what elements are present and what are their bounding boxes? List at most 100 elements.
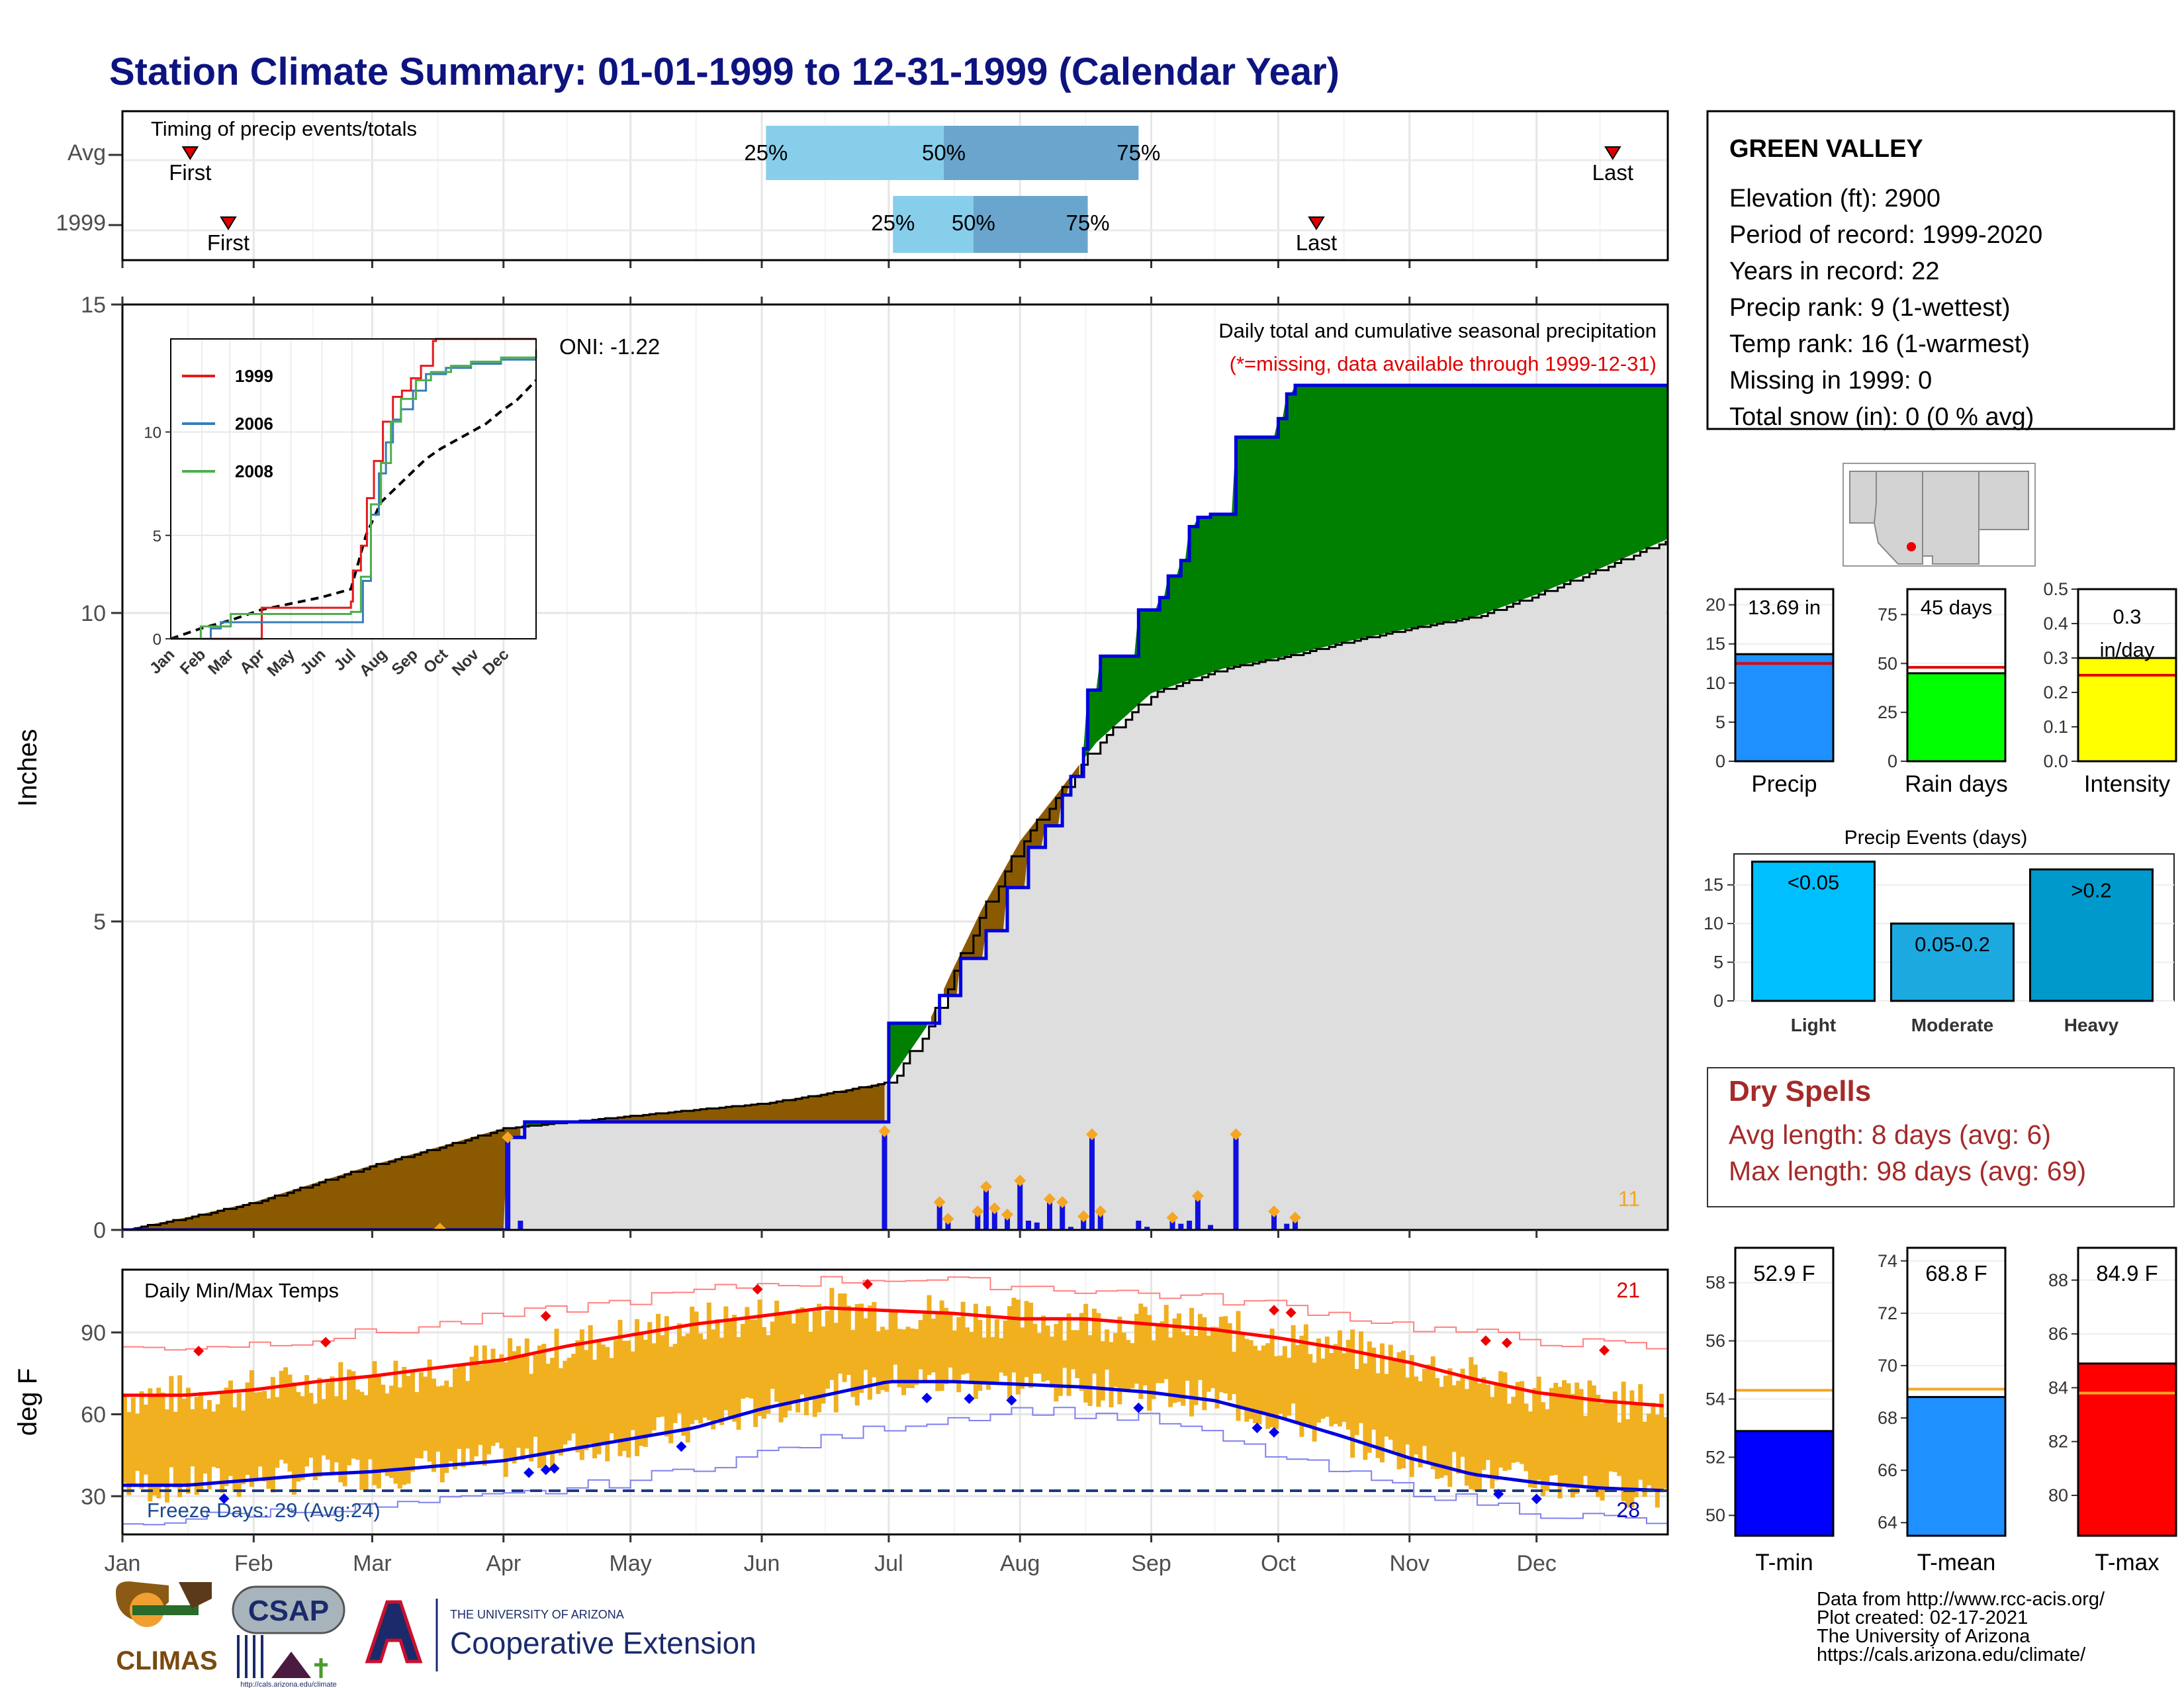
daily-temp-range-bar bbox=[1553, 1382, 1559, 1476]
record-high-count: 21 bbox=[1616, 1278, 1640, 1302]
daily-precip-bar bbox=[991, 1208, 997, 1230]
daily-temp-range-bar bbox=[1647, 1413, 1652, 1485]
above-average-fill bbox=[888, 1023, 927, 1082]
inset-x-tick-label: Dec bbox=[479, 645, 512, 679]
daily-temp-range-bar bbox=[473, 1345, 478, 1456]
inset-x-tick-label: Apr bbox=[236, 645, 268, 677]
daily-temp-range-bar bbox=[1197, 1313, 1203, 1380]
daily-temp-range-bar bbox=[1138, 1303, 1144, 1399]
daily-temp-range-bar bbox=[1202, 1317, 1207, 1411]
daily-temp-range-bar bbox=[541, 1344, 547, 1467]
precip-total-tick-label-2: 0.1 bbox=[2043, 717, 2068, 737]
daily-temp-range-bar bbox=[821, 1326, 826, 1404]
daily-precip-bar bbox=[1089, 1134, 1095, 1230]
daily-temp-range-bar bbox=[1324, 1336, 1330, 1417]
daily-temp-range-bar bbox=[376, 1376, 381, 1489]
daily-temp-range-bar bbox=[1054, 1324, 1059, 1402]
daily-precip-marker bbox=[980, 1180, 993, 1193]
inset-x-tick-label: Jul bbox=[330, 645, 359, 675]
average-max-line bbox=[122, 1306, 1664, 1408]
map-state-new-mexico bbox=[1922, 471, 1979, 565]
daily-temp-range-bar bbox=[368, 1375, 373, 1460]
daily-precip-bar bbox=[1178, 1223, 1184, 1230]
events-bar-label-1: 0.05-0.2 bbox=[1915, 933, 1990, 956]
daily-precip-bar bbox=[1081, 1216, 1087, 1230]
daily-temp-range-bar bbox=[363, 1395, 369, 1491]
daily-temp-range-bar bbox=[829, 1288, 835, 1380]
precip-total-outline-0 bbox=[1734, 588, 1835, 763]
precip-total-tick-label-2: 0.4 bbox=[2043, 614, 2068, 633]
daily-temp-range-bar bbox=[753, 1319, 758, 1427]
daily-temp-range-bar bbox=[220, 1393, 225, 1493]
daily-temp-range-bar bbox=[1418, 1381, 1423, 1468]
daily-temp-range-bar bbox=[1126, 1340, 1131, 1391]
record-low-marker bbox=[218, 1493, 230, 1504]
daily-temp-range-bar bbox=[1439, 1386, 1444, 1478]
temp-chart-title: Daily Min/Max Temps bbox=[144, 1279, 339, 1302]
daily-temp-range-bar bbox=[812, 1311, 817, 1417]
daily-temp-range-bar bbox=[1096, 1313, 1101, 1407]
temp-summary-bar-0 bbox=[1734, 1430, 1835, 1537]
daily-temp-range-bar bbox=[351, 1371, 356, 1459]
daily-temp-range-bar bbox=[1134, 1313, 1139, 1384]
precip-y-tick-label: 10 bbox=[81, 601, 106, 626]
daily-temp-range-bar bbox=[808, 1332, 813, 1399]
dry-spells-panel: Dry Spells Avg length: 8 days (avg: 6) M… bbox=[1707, 1067, 2175, 1207]
daily-temp-range-bar bbox=[194, 1397, 199, 1495]
daily-temp-range-bar bbox=[787, 1313, 792, 1411]
daily-temp-range-bar bbox=[1176, 1313, 1181, 1402]
inset-x-tick-label: May bbox=[264, 645, 299, 680]
precip-total-tick-label-2: 0.5 bbox=[2043, 579, 2068, 599]
daily-temp-range-bar bbox=[1388, 1344, 1393, 1440]
daily-temp-range-bar bbox=[1583, 1416, 1588, 1476]
daily-precip-marker bbox=[433, 1223, 446, 1230]
daily-temp-range-bar bbox=[199, 1392, 204, 1491]
daily-temp-range-bar bbox=[1244, 1338, 1250, 1422]
daily-precip-bar bbox=[1005, 1214, 1011, 1230]
daily-temp-range-bar bbox=[761, 1327, 766, 1419]
daily-temp-range-bar bbox=[973, 1303, 978, 1399]
daily-temp-range-bar bbox=[503, 1362, 508, 1477]
record-high-marker bbox=[1480, 1335, 1491, 1346]
daily-temp-range-bar bbox=[825, 1311, 830, 1389]
record-low-marker bbox=[1006, 1395, 1017, 1406]
daily-temp-range-bar bbox=[711, 1329, 716, 1430]
daily-temp-range-bar bbox=[262, 1391, 267, 1481]
daily-temp-range-bar bbox=[927, 1295, 932, 1376]
daily-temp-range-bar bbox=[1045, 1325, 1050, 1381]
temp-summary-tick-label-0: 54 bbox=[1706, 1389, 1725, 1409]
precip-total-outline-2 bbox=[2077, 588, 2177, 763]
daily-temp-range-bar bbox=[1189, 1307, 1195, 1417]
daily-temp-range-bar bbox=[1608, 1402, 1614, 1472]
daily-temp-range-bar bbox=[381, 1384, 386, 1472]
daily-temp-range-bar bbox=[1248, 1340, 1253, 1419]
record-high-marker bbox=[320, 1336, 332, 1348]
daily-temp-range-bar bbox=[321, 1399, 326, 1456]
daily-temp-range-bar bbox=[1105, 1329, 1110, 1370]
daily-temp-range-bar bbox=[1147, 1315, 1152, 1411]
csap-logo-cactus bbox=[314, 1658, 328, 1678]
daily-temp-range-bar bbox=[660, 1335, 665, 1417]
daily-temp-range-bar bbox=[838, 1293, 843, 1374]
events-y-tick-label: 0 bbox=[1713, 991, 1723, 1011]
daily-precip-bar bbox=[1026, 1221, 1032, 1230]
daily-precip-bar bbox=[1284, 1223, 1290, 1230]
daily-temp-range-bar bbox=[1117, 1317, 1122, 1405]
daily-temp-range-bar bbox=[931, 1319, 936, 1373]
record-high-marker bbox=[752, 1284, 763, 1295]
daily-temp-range-bar bbox=[1041, 1315, 1046, 1382]
daily-temp-range-bar bbox=[939, 1300, 944, 1391]
inset-series-1999 bbox=[171, 338, 536, 640]
daily-temp-range-bar bbox=[685, 1333, 690, 1443]
daily-temp-range-bar bbox=[1600, 1403, 1605, 1501]
daily-temp-range-bar bbox=[287, 1374, 293, 1472]
temp-y-tick-label: 30 bbox=[81, 1484, 106, 1509]
daily-temp-range-bar bbox=[778, 1312, 784, 1423]
daily-temp-range-bar bbox=[1087, 1335, 1093, 1406]
daily-temp-range-bar bbox=[990, 1336, 995, 1383]
daily-temp-range-bar bbox=[1070, 1330, 1075, 1370]
daily-temp-range-bar bbox=[782, 1315, 788, 1418]
daily-temp-range-bar bbox=[609, 1358, 614, 1434]
month-label: Jan bbox=[105, 1551, 141, 1576]
daily-temp-range-bar bbox=[732, 1315, 737, 1422]
